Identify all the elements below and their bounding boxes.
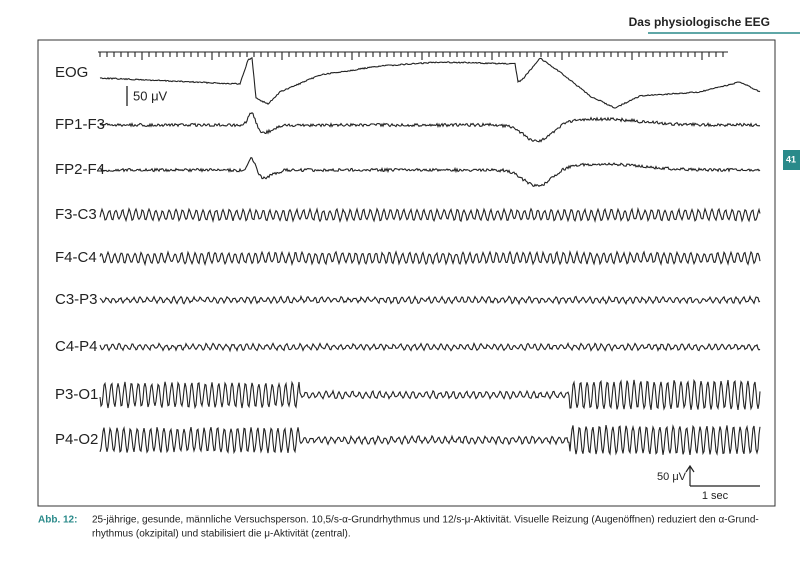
channel-label: P4-O2 [55, 431, 98, 448]
caption-line: rhythmus (okzipital) und stabilisiert di… [92, 529, 351, 540]
caption-line: 25-jährige, gesunde, männliche Versuchsp… [92, 515, 759, 526]
scale-bar [685, 464, 760, 487]
scale-amplitude: 50 μV [657, 471, 687, 483]
eeg-trace [99, 56, 761, 109]
eeg-traces: EOG FP1-F3 FP2-F4 F3-C3 F4-C4 C3-P3 C4-P4 P3-O1… [55, 51, 761, 456]
channel-label: FP1-F3 [55, 116, 105, 133]
timing-marker [98, 51, 728, 60]
header-title: Das physiologische EEG [629, 15, 770, 29]
eeg-trace [99, 424, 761, 456]
channel-label: EOG [55, 64, 88, 81]
channel-label: F3-C3 [55, 206, 97, 223]
figure-frame [37, 39, 776, 507]
page-tab [783, 150, 800, 170]
calibration-label: 50 μV [133, 88, 168, 103]
caption-label: Abb. 12: [38, 515, 77, 526]
eeg-trace [99, 378, 761, 411]
page-number: 41 [786, 154, 796, 164]
channel-label: C3-P3 [55, 291, 98, 308]
eeg-trace [99, 249, 761, 267]
channel-label: C4-P4 [55, 338, 98, 355]
channel-label: FP2-F4 [55, 161, 105, 178]
eeg-trace [99, 294, 761, 306]
channel-label: P3-O1 [55, 386, 98, 403]
channel-label: F4-C4 [55, 249, 97, 266]
eeg-trace [99, 206, 761, 224]
eeg-trace [99, 156, 761, 188]
eeg-trace [99, 112, 761, 143]
scale-time: 1 sec [702, 490, 729, 502]
eeg-trace [99, 342, 761, 353]
